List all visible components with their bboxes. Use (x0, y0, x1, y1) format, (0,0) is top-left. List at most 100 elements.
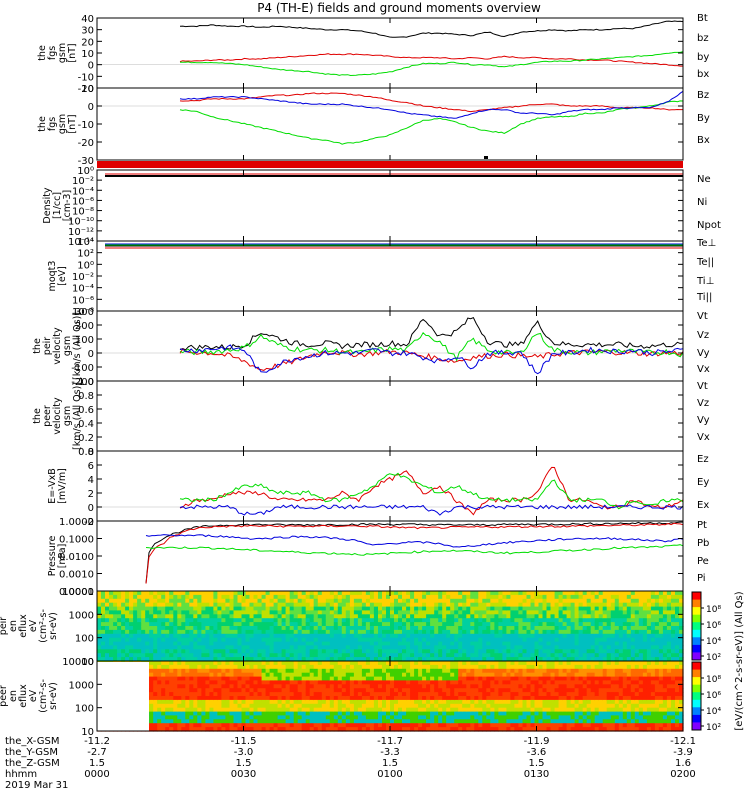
spectrogram-cell (390, 699, 395, 705)
spectrogram-cell (321, 610, 327, 615)
y-tick-label: 10² (77, 249, 94, 260)
spectrogram-cell (654, 637, 660, 643)
spectrogram-cell (542, 622, 548, 627)
spectrogram-cell (526, 715, 532, 720)
spectrogram-cell (337, 594, 343, 600)
spectrogram-cell (522, 633, 528, 639)
spectrogram-cell (442, 645, 447, 650)
spectrogram-cell (313, 676, 319, 682)
spectrogram-cell (438, 711, 443, 717)
spectrogram-cell (630, 602, 636, 608)
spectrogram-cell (410, 688, 415, 693)
spectrogram-cell (598, 591, 604, 596)
spectrogram-cell (365, 629, 371, 635)
spectrogram-cell (333, 591, 339, 596)
spectrogram-cell (109, 645, 114, 650)
spectrogram-cell (618, 591, 624, 596)
spectrogram-cell (530, 719, 536, 724)
spectrogram-cell (137, 626, 142, 631)
spectrogram-cell (217, 715, 222, 720)
spectrogram-cell (378, 602, 383, 608)
spectrogram-cell (293, 633, 299, 639)
spectrogram-cell (189, 727, 194, 732)
spectrogram-cell (510, 594, 515, 600)
spectrogram-cell (514, 707, 519, 713)
spectrogram-cell (378, 657, 383, 662)
spectrogram-cell (510, 719, 515, 724)
spectrogram-cell (422, 680, 427, 685)
spectrogram-cell (169, 602, 174, 608)
spectrogram-cell (357, 723, 363, 728)
spectrogram-cell (213, 641, 218, 647)
spectrogram-cell (133, 641, 138, 647)
spectrogram-cell (650, 594, 656, 600)
spectrogram-cell (502, 622, 507, 627)
spectrogram-cell (349, 715, 355, 720)
spectrogram-cell (273, 598, 279, 604)
spectrogram-cell (253, 684, 259, 689)
spectrogram-cell (382, 707, 387, 713)
spectrogram-cell (201, 719, 206, 724)
spectrogram-cell (630, 606, 636, 612)
spectrogram-cell (386, 606, 391, 612)
spectrogram-cell (394, 715, 399, 720)
spectrogram-cell (614, 598, 620, 604)
spectrogram-cell (213, 668, 218, 674)
spectrogram-cell (426, 668, 431, 674)
spectrogram-cell (446, 649, 451, 654)
spectrogram-cell (357, 699, 363, 705)
spectrogram-cell (558, 591, 564, 596)
spectrogram-cell (209, 622, 214, 627)
spectrogram-cell (466, 696, 471, 701)
spectrogram-cell (197, 633, 202, 639)
spectrogram-cell (249, 657, 255, 662)
spectrogram-cell (313, 614, 319, 619)
spectrogram-cell (406, 672, 411, 678)
spectrogram-cell (679, 629, 684, 635)
spectrogram-cell (105, 626, 110, 631)
spectrogram-cell (494, 657, 499, 662)
spectrogram-cell (261, 680, 267, 685)
spectrogram-cell (550, 602, 556, 608)
spectrogram-cell (554, 614, 560, 619)
spectrogram-cell (345, 692, 351, 697)
spectrogram-cell (466, 614, 471, 619)
spectrogram-cell (329, 715, 335, 720)
panel-6: the peer velocity gsm [km/s (All Qs)] VtVzVyV… (32, 377, 710, 458)
spectrogram-cell (626, 645, 632, 650)
spectrogram-cell (329, 641, 335, 647)
spectrogram-cell (369, 715, 375, 720)
spectrogram-cell (602, 637, 608, 643)
spectrogram-cell (414, 699, 419, 705)
spectrogram-cell (478, 591, 483, 596)
spectrogram-cell (458, 723, 463, 728)
spectrogram-cell (281, 711, 287, 717)
spectrogram-cell (149, 688, 154, 693)
spectrogram-cell (293, 727, 299, 732)
spectrogram-cell (622, 602, 628, 608)
spectrogram-cell (414, 645, 419, 650)
spectrogram-cell (201, 688, 206, 693)
spectrogram-cell (189, 633, 194, 639)
spectrogram-cell (273, 727, 279, 732)
spectrogram-cell (257, 668, 263, 674)
spectrogram-cell (630, 591, 636, 596)
spectrogram-cell (301, 633, 307, 639)
spectrogram-cell (169, 692, 174, 697)
spectrogram-cell (205, 657, 210, 662)
spectrogram-cell (337, 633, 343, 639)
spectrogram-cell (590, 618, 596, 623)
spectrogram-cell (157, 606, 162, 612)
spectrogram-cell (430, 711, 435, 717)
spectrogram-cell (177, 707, 182, 713)
spectrogram-cell (257, 633, 263, 639)
spectrogram-cell (193, 696, 198, 701)
spectrogram-cell (237, 649, 243, 654)
spectrogram-cell (245, 591, 251, 596)
spectrogram-cell (173, 594, 178, 600)
spectrogram-cell (566, 602, 572, 608)
spectrogram-cell (402, 633, 407, 639)
spectrogram-cell (361, 606, 367, 612)
spectrogram-cell (534, 594, 540, 600)
spectrogram-cell (434, 618, 439, 623)
